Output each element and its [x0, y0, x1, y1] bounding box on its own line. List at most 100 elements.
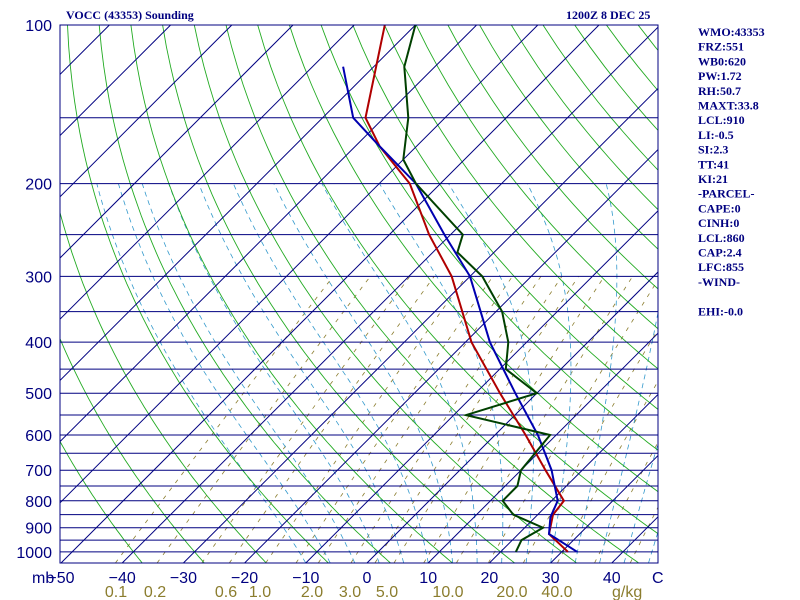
- index-item: WMO:43353: [698, 25, 765, 39]
- index-item: SI:2.3: [698, 143, 728, 157]
- mixing-ratio-label: 1.0: [249, 584, 271, 600]
- isotherm: [60, 25, 171, 137]
- indices-panel: WMO:43353FRZ:551WB0:620PW:1.72RH:50.7MAX…: [698, 25, 765, 318]
- isotherm: [244, 148, 658, 563]
- mixing-ratio-line: [350, 276, 542, 563]
- index-item: LCL:860: [698, 231, 745, 245]
- sounding-time: 1200Z 8 DEC 25: [566, 8, 650, 22]
- isotherm: [60, 25, 477, 443]
- mixing-ratio-line: [228, 276, 435, 563]
- moist-adiabat: [448, 183, 534, 563]
- index-item: CAPE:0: [698, 201, 741, 215]
- mixing-ratio-label: 0.6: [215, 584, 237, 600]
- pressure-tick-label: 300: [25, 269, 52, 286]
- index-item: CAP:2.4: [698, 246, 742, 260]
- pressure-tick-label: 800: [25, 494, 52, 511]
- temperature-tick-label: −50: [47, 570, 74, 587]
- index-item: -WIND-: [698, 275, 740, 289]
- isotherm: [60, 25, 600, 563]
- moist-adiabat: [96, 183, 307, 563]
- pressure-tick-label: 900: [25, 521, 52, 538]
- isotherm: [489, 393, 658, 563]
- dry-adiabat: [130, 25, 453, 563]
- moist-adiabat: [379, 183, 504, 563]
- pressure-tick-label: 100: [25, 18, 52, 35]
- mixing-ratio-line: [265, 276, 467, 563]
- dry-adiabat: [288, 25, 658, 493]
- station-title: VOCC (43353) Sounding: [66, 8, 194, 22]
- mixing-ratio-line: [456, 276, 633, 563]
- dry-adiabat: [352, 25, 658, 410]
- isotherm: [550, 454, 658, 563]
- index-item: TT:41: [698, 157, 729, 171]
- index-item: LFC:855: [698, 260, 744, 274]
- dry-adiabat: [193, 25, 577, 563]
- pressure-tick-label: 500: [25, 386, 52, 403]
- pressure-tick-label: 1000: [16, 545, 52, 562]
- index-item: KI:21: [698, 172, 728, 186]
- dry-adiabat: [67, 25, 329, 563]
- index-item: FRZ:551: [698, 40, 744, 54]
- dry-adiabat: [797, 25, 800, 563]
- isotherm: [121, 26, 658, 563]
- dry-adiabat: [257, 25, 658, 535]
- isotherm: [60, 25, 355, 320]
- index-item: EHI:-0.0: [698, 304, 743, 318]
- moist-adiabat: [168, 183, 380, 563]
- mixing-ratio-label: 0.2: [144, 584, 166, 600]
- moist-adiabat: [321, 183, 478, 563]
- mixing-ratio-line: [423, 276, 605, 563]
- pressure-tick-label: 400: [25, 335, 52, 352]
- index-item: CINH:0: [698, 216, 739, 230]
- temperature-tick-label: 20: [481, 570, 499, 587]
- mixing-ratio-label: 3.0: [339, 584, 361, 600]
- index-item: LCL:910: [698, 113, 745, 127]
- dry-adiabat: [765, 25, 800, 563]
- moist-adiabat: [526, 183, 572, 563]
- plot-background: [60, 25, 658, 563]
- index-item: LI:-0.5: [698, 128, 734, 142]
- dry-adiabat: [60, 210, 267, 563]
- isotherm: [0, 25, 48, 563]
- dry-adiabat: [60, 337, 205, 563]
- pressure-tick-label: 600: [25, 428, 52, 445]
- mixing-ratio-label: 10.0: [432, 584, 463, 600]
- pressure-tick-label: 700: [25, 463, 52, 480]
- isotherm: [366, 271, 658, 563]
- temperature-tick-label: 30: [542, 570, 560, 587]
- index-item: PW:1.72: [698, 69, 742, 83]
- mixing-ratio-label: 2.0: [301, 584, 323, 600]
- dry-adiabat: [60, 440, 143, 563]
- index-item: RH:50.7: [698, 84, 741, 98]
- mixing-ratio-line: [557, 380, 658, 563]
- pressure-unit-label: mb: [32, 570, 54, 587]
- temperature-tick-label: 10: [419, 570, 437, 587]
- temperature-tick-label: −20: [231, 570, 258, 587]
- mixing-ratio-label: 40.0: [541, 584, 572, 600]
- moist-adiabat: [118, 183, 331, 563]
- moist-adiabat: [574, 183, 618, 563]
- isotherm: [305, 210, 658, 563]
- temperature-tick-label: 40: [603, 570, 621, 587]
- index-item: WB0:620: [698, 54, 746, 68]
- dry-adiabat: [447, 25, 658, 290]
- isotherm: [60, 25, 416, 382]
- mixing-ratio-line: [317, 276, 513, 563]
- moist-adiabat: [273, 183, 454, 563]
- dry-adiabat: [384, 25, 658, 370]
- index-item: MAXT:33.8: [698, 99, 759, 113]
- mixing-ratio-label: 5.0: [376, 584, 398, 600]
- index-item: -PARCEL-: [698, 187, 754, 201]
- isotherm: [60, 25, 539, 504]
- temperature-tick-label: −10: [292, 570, 319, 587]
- mixing-ratio-line: [295, 276, 494, 563]
- mixing-ratio-label: 20.0: [496, 584, 527, 600]
- parcel-path: [342, 66, 578, 553]
- pressure-tick-label: 200: [25, 177, 52, 194]
- temperature-tick-label: −30: [170, 570, 197, 587]
- plot-frame: [59, 24, 659, 564]
- isotherm: [60, 25, 233, 198]
- dry-adiabat: [415, 25, 658, 330]
- dewpoint-profile: [402, 25, 552, 553]
